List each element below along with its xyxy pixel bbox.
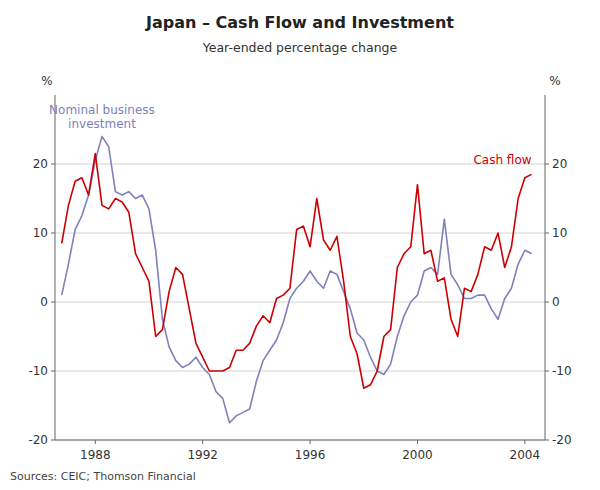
title: Japan – Cash Flow and Investment — [145, 13, 454, 32]
y2-tick-label: 0 — [552, 295, 560, 309]
y2-tick-label: -20 — [552, 433, 572, 447]
y-tick — [51, 233, 55, 234]
y2-tick-label: 20 — [552, 157, 567, 171]
x-tick — [202, 440, 203, 444]
y-tick-label: -10 — [28, 364, 48, 378]
x-tick-label: 1992 — [187, 448, 218, 462]
x-tick-label: 1988 — [80, 448, 111, 462]
axes: -20 -10 0 10 20 -20 -10 0 10 20 1988 1992 1996 2000 20… — [28, 74, 571, 462]
y-tick — [51, 302, 55, 303]
series-label-line: Cash flow — [473, 153, 531, 167]
grid-line — [55, 371, 545, 372]
x-tick-label: 2004 — [510, 448, 541, 462]
grid-line — [55, 302, 545, 303]
y-tick-label: -20 — [28, 433, 48, 447]
x-tick — [95, 440, 96, 444]
source: Sources: CEIC; Thomson Financial — [10, 470, 196, 483]
y2-tick-label: 10 — [552, 226, 567, 240]
y2-tick-label: -10 — [552, 364, 572, 378]
x-tick-label: 1996 — [295, 448, 326, 462]
x-tick-label: 2000 — [402, 448, 433, 462]
y2-axis-label: % — [549, 74, 560, 88]
x-tick — [310, 440, 311, 444]
grid-line — [55, 233, 545, 234]
y2-tick — [545, 233, 549, 234]
series-label-line: investment — [68, 117, 136, 131]
y-tick — [51, 164, 55, 165]
grid-line — [55, 440, 545, 441]
grid — [55, 164, 545, 440]
y-axis-label: % — [41, 74, 52, 88]
series-label: Nominal businessinvestment — [49, 103, 155, 131]
y2-tick — [545, 302, 549, 303]
y2-axis-line — [545, 95, 546, 440]
y2-tick — [545, 440, 549, 441]
y-tick-label: 0 — [40, 295, 48, 309]
y2-tick — [545, 164, 549, 165]
x-axis-line — [55, 440, 545, 441]
y-tick-label: 20 — [33, 157, 48, 171]
series-label: Cash flow — [473, 153, 531, 167]
x-tick — [417, 440, 418, 444]
series-line — [62, 136, 532, 422]
series-line — [62, 154, 532, 389]
y-tick — [51, 440, 55, 441]
grid-line — [55, 164, 545, 165]
x-tick — [524, 440, 525, 444]
y-tick — [51, 371, 55, 372]
chart: Japan – Cash Flow and Investment Year-end… — [0, 0, 600, 490]
subtitle: Year-ended percentage change — [202, 40, 398, 55]
y-tick-label: 10 — [33, 226, 48, 240]
y-axis-line — [55, 95, 56, 440]
series-labels: Nominal businessinvestment Cash flow — [49, 103, 532, 167]
y2-tick — [545, 371, 549, 372]
plot-area — [62, 136, 532, 422]
series-label-line: Nominal business — [49, 103, 155, 117]
